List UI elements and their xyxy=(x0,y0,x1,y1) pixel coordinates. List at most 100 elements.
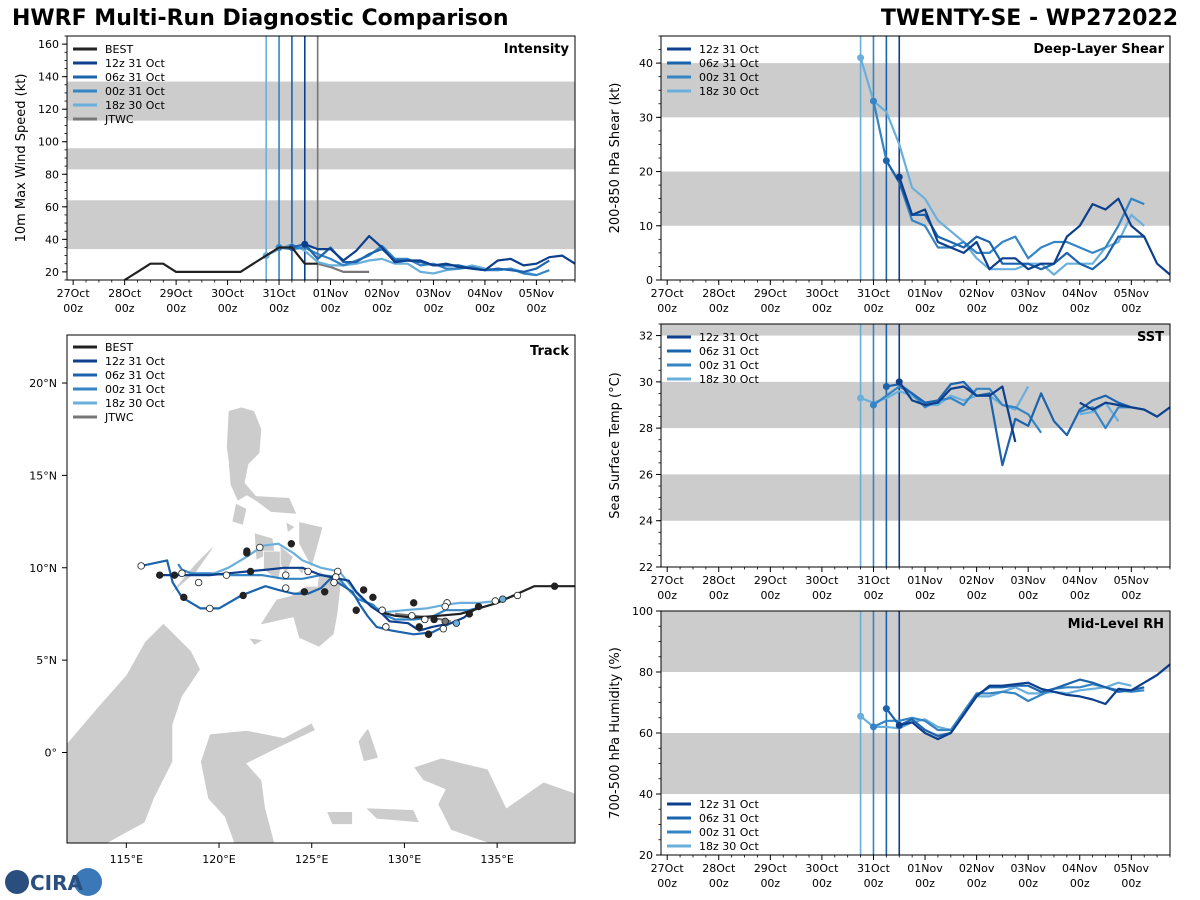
sst-xtick-label: 30Oct xyxy=(805,574,839,587)
intensity-legend-label: 00z 31 Oct xyxy=(105,85,165,98)
sst-xtick-label: 29Oct xyxy=(754,574,788,587)
rh-xtick-label: 00z xyxy=(864,877,884,890)
rh-series-start-point xyxy=(895,721,903,729)
land-polygon xyxy=(67,622,201,843)
track-point xyxy=(246,567,255,576)
rh-xtick-label: 00z xyxy=(915,877,935,890)
rh-series-line xyxy=(859,681,1132,732)
land-polygon xyxy=(225,406,298,515)
track-legend-label: 12z 31 Oct xyxy=(105,355,165,368)
sst-xtick-label: 02Nov xyxy=(959,574,995,587)
track-ytick-label: 0° xyxy=(45,746,58,759)
rh-panel: 20 40 60 80 100 27Oct 00z 28Oct 00z 29Oct 00z 30Oct… xyxy=(608,605,1171,890)
track-ytick-label: 20°N xyxy=(29,377,57,390)
sst-legend-label: 12z 31 Oct xyxy=(699,331,759,344)
rh-series-start-point xyxy=(857,712,865,720)
shear-plot-area xyxy=(661,36,1170,280)
intensity-legend-label: BEST xyxy=(105,43,133,56)
intensity-xtick-label: 28Oct xyxy=(108,287,142,300)
shear-xtick-label: 00z xyxy=(915,302,935,315)
intensity-xtick-label: 00z xyxy=(115,302,135,315)
track-xtick-label: 135°E xyxy=(480,853,513,866)
shear-ytick-label: 20 xyxy=(639,166,653,179)
rh-title: Mid-Level RH xyxy=(1068,617,1164,632)
track-point xyxy=(180,593,188,602)
shear-xtick-label: 00z xyxy=(709,302,729,315)
track-point xyxy=(321,588,329,596)
rh-series-start-point xyxy=(882,705,890,713)
rh-ytick-label: 20 xyxy=(639,849,653,862)
sst-xtick-label: 05Nov xyxy=(1114,574,1150,587)
shear-xtick-label: 30Oct xyxy=(805,287,839,300)
sst-band xyxy=(661,324,1170,336)
track-point xyxy=(352,606,360,614)
track-point xyxy=(421,615,429,624)
intensity-plot-area xyxy=(67,36,575,280)
shear-ytick-label: 10 xyxy=(639,220,653,233)
track-ytick-label: 15°N xyxy=(29,469,57,482)
intensity-xtick-label: 27Oct xyxy=(57,287,91,300)
rh-xtick-label: 30Oct xyxy=(805,862,839,875)
rh-legend-label: 06z 31 Oct xyxy=(699,812,759,825)
intensity-xtick-label: 31Oct xyxy=(263,287,297,300)
track-point xyxy=(137,562,145,570)
intensity-xtick-label: 29Oct xyxy=(160,287,194,300)
shear-ytick-label: 0 xyxy=(646,274,653,287)
track-point xyxy=(424,630,433,638)
sst-series-start-point xyxy=(869,401,877,409)
track-legend-label: BEST xyxy=(105,341,133,354)
intensity-xtick-label: 00z xyxy=(269,302,289,315)
sst-series-start-point xyxy=(857,394,865,402)
shear-series-line xyxy=(859,57,1145,276)
intensity-xtick-label: 00z xyxy=(475,302,495,315)
track-point xyxy=(206,604,214,613)
track-legend-label: 18z 30 Oct xyxy=(105,397,165,410)
rh-xtick-label: 00z xyxy=(1121,877,1141,890)
shear-xtick-label: 00z xyxy=(657,302,677,315)
track-point xyxy=(513,591,522,600)
intensity-xtick-label: 00z xyxy=(321,302,341,315)
track-line xyxy=(161,566,480,632)
intensity-xtick-label: 00z xyxy=(424,302,444,315)
rh-xtick-label: 00z xyxy=(812,877,832,890)
track-point xyxy=(410,599,418,607)
track-panel: 115°E 120°E 125°E 130°E 135°E 0° 5°N 10°N 15°N 20… xyxy=(29,334,576,866)
logo-emblem-icon xyxy=(74,868,102,896)
rh-xtick-label: 27Oct xyxy=(651,862,685,875)
intensity-xtick-label: 00z xyxy=(527,302,547,315)
intensity-series-line xyxy=(317,262,370,273)
track-point xyxy=(282,571,290,579)
intensity-ytick-label: 100 xyxy=(38,136,59,149)
rh-xtick-label: 29Oct xyxy=(754,862,788,875)
track-point xyxy=(408,612,416,620)
rh-band xyxy=(661,733,1170,794)
track-point xyxy=(550,582,559,590)
sst-series-start-point xyxy=(882,382,890,390)
track-point xyxy=(369,593,377,602)
sst-legend-label: 06z 31 Oct xyxy=(699,345,759,358)
track-ytick-label: 10°N xyxy=(29,562,57,575)
rh-ytick-label: 100 xyxy=(632,605,653,618)
sst-xtick-label: 00z xyxy=(657,589,677,602)
shear-xtick-label: 00z xyxy=(1018,302,1038,315)
sst-xtick-label: 01Nov xyxy=(907,574,943,587)
intensity-xtick-label: 04Nov xyxy=(467,287,503,300)
land-polygon xyxy=(231,502,248,526)
intensity-legend-label: JTWC xyxy=(104,113,134,126)
intensity-xtick-label: 00z xyxy=(372,302,392,315)
intensity-band xyxy=(67,81,575,121)
sst-band xyxy=(661,474,1170,521)
land-polygon xyxy=(325,811,353,825)
intensity-panel: 20 40 60 80 100 120 140 160 27Oct 00z 28Oct 00z 29Oc… xyxy=(14,35,576,315)
intensity-ytick-label: 40 xyxy=(45,233,59,246)
shear-xtick-label: 01Nov xyxy=(907,287,943,300)
intensity-ylabel: 10m Max Wind Speed (kt) xyxy=(14,74,29,243)
sst-plot-area xyxy=(661,324,1170,567)
intensity-series-start-point xyxy=(301,240,309,248)
track-point xyxy=(330,578,338,587)
rh-band xyxy=(661,611,1170,672)
track-point xyxy=(452,619,461,627)
shear-xtick-label: 04Nov xyxy=(1062,287,1098,300)
shear-legend-label: 00z 31 Oct xyxy=(699,71,759,84)
track-frame xyxy=(66,334,576,844)
